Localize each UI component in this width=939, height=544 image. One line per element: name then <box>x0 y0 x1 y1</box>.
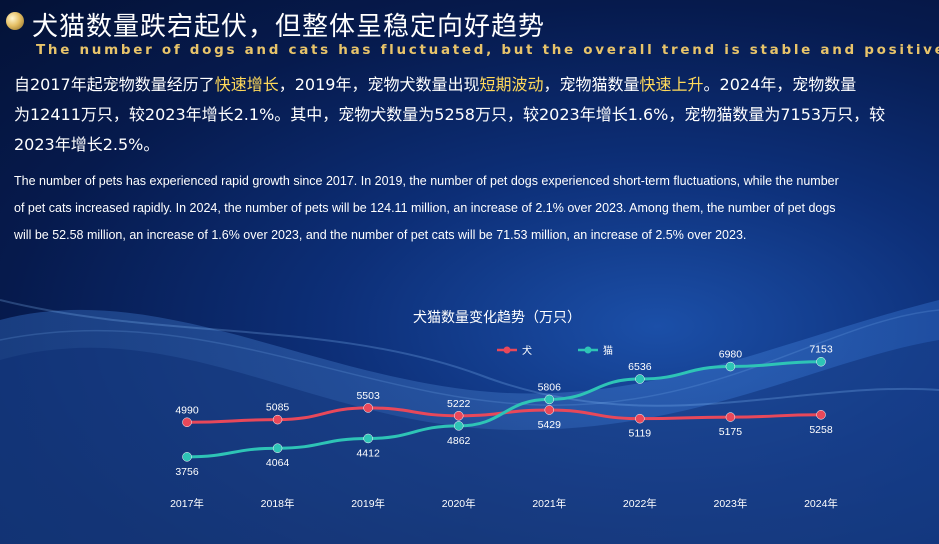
data-label: 4862 <box>447 435 471 447</box>
data-point <box>453 421 464 431</box>
x-tick-label: 2017年 <box>170 497 204 510</box>
text-run: 自2017年起宠物数量经历了 <box>14 75 215 94</box>
data-point <box>363 403 373 413</box>
series-layer: 4990 5085 5503 5222 5429 5119 5175 5258 3756 4064… <box>175 344 833 478</box>
data-point <box>816 356 826 367</box>
data-point <box>544 405 555 415</box>
x-tick-label: 2021年 <box>532 497 566 510</box>
x-tick-label: 2022年 <box>623 497 657 510</box>
data-label: 6980 <box>719 349 743 361</box>
data-label: 5085 <box>266 402 290 414</box>
data-label: 5429 <box>538 419 562 431</box>
data-label: 5258 <box>809 424 833 436</box>
page-subtitle: The number of dogs and cats has fluctuat… <box>36 42 939 58</box>
data-label: 7153 <box>809 344 833 356</box>
data-point <box>272 414 283 425</box>
data-label: 4412 <box>356 447 380 459</box>
data-point <box>182 452 192 462</box>
legend-swatch-marker <box>584 346 592 354</box>
data-label: 5222 <box>447 398 471 410</box>
text-run: 。2024年，宠物数量 <box>703 75 857 94</box>
summary-zh-line: 2023年增长2.5%。 <box>14 130 939 160</box>
summary-zh-line: 自2017年起宠物数量经历了快速增长，2019年，宠物犬数量出现短期波动，宠物猫… <box>14 70 939 100</box>
data-label: 6536 <box>628 361 652 373</box>
data-point <box>363 433 373 444</box>
summary-en: The number of pets has experienced rapid… <box>14 168 939 249</box>
page-title: 犬猫数量跌宕起伏，但整体呈稳定向好趋势 <box>32 12 546 42</box>
data-label: 5806 <box>538 381 562 393</box>
x-tick-label: 2018年 <box>261 497 295 510</box>
text-run: 为12411万只，较2023年增长2.1%。其中，宠物犬数量为5258万只，较2… <box>14 105 886 124</box>
data-point <box>635 413 645 424</box>
data-label: 5175 <box>719 426 743 438</box>
legend-swatch-marker <box>503 346 511 354</box>
x-tick-label: 2020年 <box>442 497 476 510</box>
legend-label: 猫 <box>603 344 613 357</box>
x-axis: 2017年 2018年 2019年 2020年 2021年 2022年 2023年 2024年 <box>170 497 838 510</box>
x-tick-label: 2019年 <box>351 497 385 510</box>
x-tick-label: 2023年 <box>713 497 747 510</box>
chart-legend: 犬猫 <box>497 344 613 357</box>
summary-zh: 自2017年起宠物数量经历了快速增长，2019年，宠物犬数量出现短期波动，宠物猫… <box>14 70 939 160</box>
data-point <box>453 411 464 421</box>
data-point <box>635 374 645 384</box>
data-point <box>544 394 555 405</box>
data-point <box>272 443 283 453</box>
highlight-run: 快速上升 <box>639 75 704 94</box>
line-chart: 犬猫数量变化趋势（万只） 犬猫 4990 50855503522254295119… <box>170 310 838 510</box>
data-label: 3756 <box>175 466 199 478</box>
data-point <box>182 417 192 428</box>
text-run: ，2019年，宠物犬数量出现 <box>278 75 480 94</box>
summary-en-line: The number of pets has experienced rapid… <box>14 174 839 188</box>
data-label: 4990 <box>175 404 199 416</box>
summary-en-line: of pet cats increased rapidly. In 2024, … <box>14 201 836 215</box>
text-run: 2023年增长2.5%。 <box>14 135 160 154</box>
data-point <box>725 361 736 372</box>
series-line-1 <box>186 360 822 459</box>
data-point <box>725 412 736 422</box>
data-label: 5503 <box>356 390 380 402</box>
summary-en-line: will be 52.58 million, an increase of 1.… <box>14 228 747 242</box>
text-run: ，宠物猫数量 <box>543 75 640 94</box>
legend-label: 犬 <box>522 344 532 357</box>
data-label: 5119 <box>629 428 652 440</box>
chart-title: 犬猫数量变化趋势（万只） <box>413 310 581 326</box>
highlight-run: 短期波动 <box>479 75 544 94</box>
summary-zh-line: 为12411万只，较2023年增长2.1%。其中，宠物犬数量为5258万只，较2… <box>14 100 939 130</box>
data-label: 4064 <box>266 457 290 469</box>
title-bullet-icon <box>6 12 24 30</box>
highlight-run: 快速增长 <box>214 75 279 94</box>
data-point <box>816 410 826 420</box>
x-tick-label: 2024年 <box>804 497 838 510</box>
